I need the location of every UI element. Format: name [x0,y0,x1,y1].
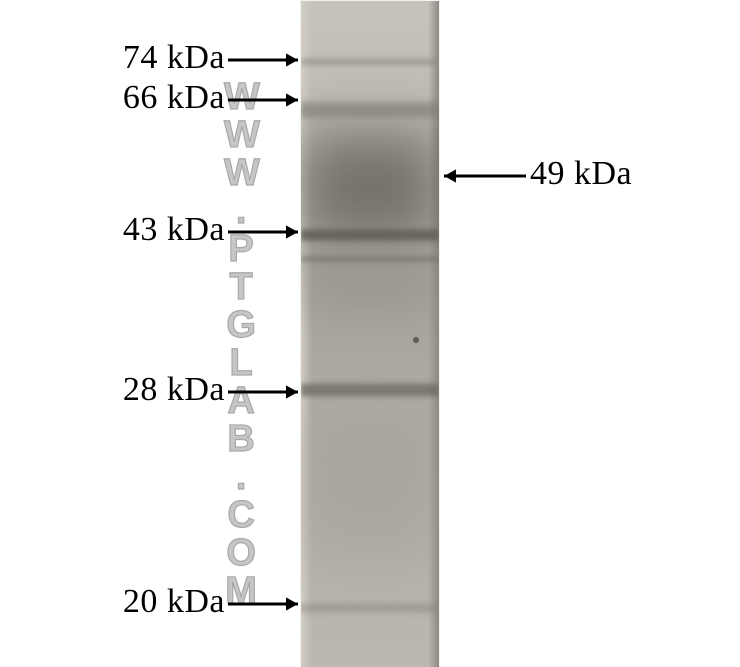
watermark-char: W [224,78,258,116]
mw-marker-label-left: 20 kDa [123,583,225,621]
arrow-right-icon [214,86,312,114]
gel-lane [300,0,440,667]
watermark-char: . [224,192,258,230]
watermark-char: T [224,268,258,306]
figure-canvas: WWW.PTGLAB.COM 74 kDa66 kDa43 kDa28 kDa2… [0,0,740,667]
watermark-char: L [224,344,258,382]
mw-marker-label-right: 49 kDa [530,155,632,193]
arrow-left-icon [430,162,540,190]
mw-marker-label-left: 43 kDa [123,211,225,249]
watermark-char: W [224,154,258,192]
watermark-char: P [224,230,258,268]
arrow-right-icon [214,590,312,618]
gel-speck [413,337,419,343]
gel-band [301,381,439,399]
gel-smear [301,131,439,241]
watermark-char: C [224,496,258,534]
mw-marker-label-left: 28 kDa [123,371,225,409]
watermark-char: . [224,458,258,496]
watermark-char: G [224,306,258,344]
gel-band [301,227,439,243]
gel-band [301,99,439,121]
gel-band [301,57,439,67]
watermark-char: O [224,534,258,572]
gel-band [301,255,439,263]
gel-smear [301,421,439,561]
watermark-char: A [224,382,258,420]
mw-marker-label-left: 74 kDa [123,39,225,77]
arrow-right-icon [214,218,312,246]
arrow-right-icon [214,378,312,406]
watermark-text: WWW.PTGLAB.COM [224,78,258,610]
watermark-char: B [224,420,258,458]
arrow-right-icon [214,46,312,74]
watermark-char: W [224,116,258,154]
mw-marker-label-left: 66 kDa [123,79,225,117]
watermark-char: M [224,572,258,610]
gel-band [301,601,439,615]
